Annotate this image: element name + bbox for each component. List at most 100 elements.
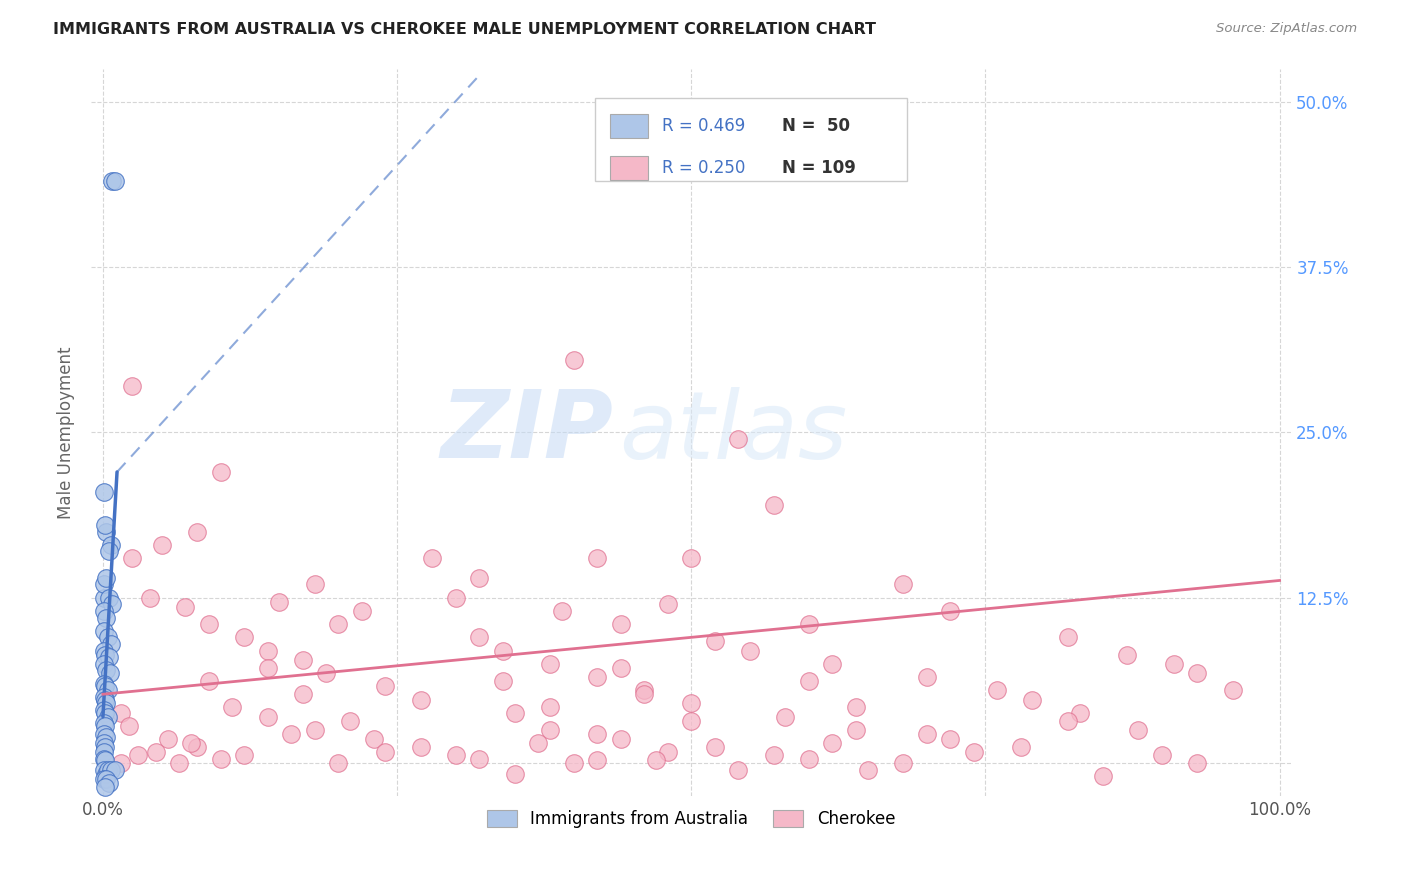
Point xyxy=(96,772,118,786)
Point xyxy=(93,643,115,657)
Point xyxy=(127,748,149,763)
Point xyxy=(304,577,326,591)
Point xyxy=(657,597,679,611)
Point xyxy=(110,706,132,720)
Point xyxy=(93,577,115,591)
Text: N = 109: N = 109 xyxy=(783,159,856,177)
Point xyxy=(186,740,208,755)
Point xyxy=(96,524,118,539)
Point xyxy=(94,719,117,733)
Point xyxy=(609,617,631,632)
Point xyxy=(845,700,868,714)
Point xyxy=(145,746,167,760)
Point xyxy=(562,352,585,367)
Point xyxy=(328,756,350,770)
Point xyxy=(97,776,120,790)
Point xyxy=(762,748,785,763)
Point xyxy=(681,714,703,728)
Point xyxy=(93,703,115,717)
Point xyxy=(104,763,127,777)
Point xyxy=(703,740,725,755)
Point xyxy=(468,631,491,645)
Point xyxy=(101,597,124,611)
FancyBboxPatch shape xyxy=(595,97,907,181)
Point xyxy=(645,753,668,767)
Point xyxy=(121,379,143,393)
Point xyxy=(315,666,337,681)
Point xyxy=(100,637,122,651)
Point xyxy=(915,727,938,741)
Point xyxy=(586,551,609,566)
Point xyxy=(93,604,115,618)
Point xyxy=(633,683,655,698)
Point xyxy=(538,723,561,737)
Point xyxy=(1150,748,1173,763)
Point xyxy=(93,624,115,638)
Point xyxy=(1128,723,1150,737)
Point xyxy=(962,746,984,760)
Point xyxy=(198,617,221,632)
Point xyxy=(94,679,117,693)
Point xyxy=(291,653,314,667)
Point xyxy=(94,780,117,794)
Point xyxy=(762,498,785,512)
Point xyxy=(96,697,118,711)
Point xyxy=(409,692,432,706)
Text: R = 0.250: R = 0.250 xyxy=(662,159,745,177)
Point xyxy=(209,465,232,479)
Point xyxy=(1056,714,1078,728)
Point xyxy=(150,538,173,552)
Point xyxy=(1056,631,1078,645)
Point xyxy=(97,591,120,605)
Point xyxy=(97,683,120,698)
Point xyxy=(94,740,117,755)
Point xyxy=(291,687,314,701)
Point xyxy=(503,706,526,720)
Point xyxy=(98,666,121,681)
Point xyxy=(221,700,243,714)
Point xyxy=(97,763,120,777)
Point xyxy=(681,697,703,711)
Point xyxy=(101,174,124,188)
Point xyxy=(503,766,526,780)
Point xyxy=(233,748,256,763)
Point xyxy=(93,676,115,690)
Point xyxy=(657,746,679,760)
FancyBboxPatch shape xyxy=(610,114,648,137)
Text: R = 0.469: R = 0.469 xyxy=(662,117,745,135)
Text: N =  50: N = 50 xyxy=(783,117,851,135)
Point xyxy=(492,673,515,688)
Point xyxy=(1222,683,1244,698)
Point xyxy=(468,752,491,766)
Point xyxy=(538,657,561,671)
Point xyxy=(121,551,143,566)
Point xyxy=(821,736,844,750)
Point xyxy=(97,709,120,723)
Point xyxy=(93,772,115,786)
Point xyxy=(821,657,844,671)
Point xyxy=(256,709,278,723)
Point xyxy=(1185,756,1208,770)
Point xyxy=(986,683,1008,698)
Point xyxy=(209,752,232,766)
Point xyxy=(1163,657,1185,671)
Point xyxy=(1021,692,1043,706)
Point xyxy=(845,723,868,737)
Legend: Immigrants from Australia, Cherokee: Immigrants from Australia, Cherokee xyxy=(481,804,903,835)
Point xyxy=(468,571,491,585)
Text: atlas: atlas xyxy=(619,387,848,478)
Point xyxy=(1069,706,1091,720)
Point xyxy=(174,599,197,614)
Point xyxy=(797,617,820,632)
Point xyxy=(562,756,585,770)
Point xyxy=(1092,769,1115,783)
Point xyxy=(96,664,118,678)
Point xyxy=(1115,648,1137,662)
Point xyxy=(915,670,938,684)
Point xyxy=(374,746,396,760)
Point xyxy=(256,661,278,675)
Point xyxy=(633,687,655,701)
FancyBboxPatch shape xyxy=(610,156,648,179)
Point xyxy=(169,756,191,770)
Point xyxy=(350,604,373,618)
